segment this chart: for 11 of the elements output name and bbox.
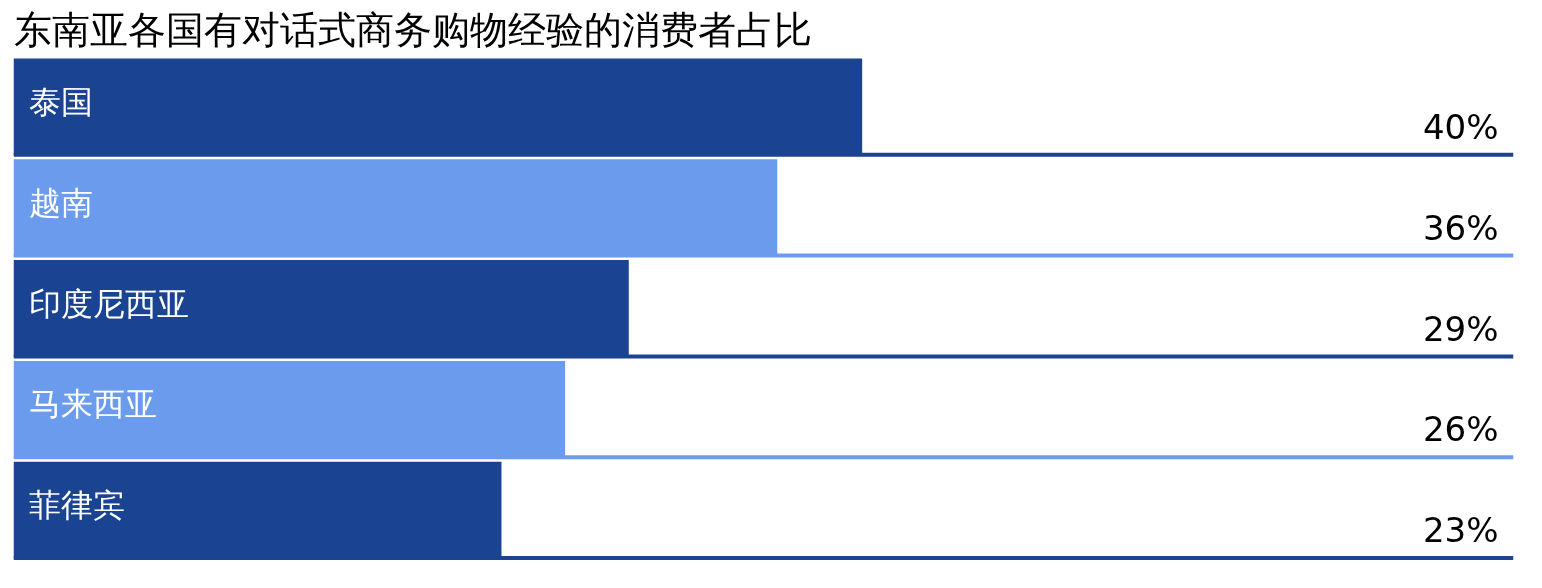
chart-title: 东南亚各国有对话式商务购物经验的消费者占比	[13, 7, 812, 52]
y-tick-label: 菲律宾	[28, 486, 125, 525]
data-label: 29%	[1422, 308, 1499, 349]
y-tick-label: 马来西亚	[28, 385, 157, 424]
y-tick-label: 泰国	[28, 82, 93, 121]
data-label: 23%	[1422, 510, 1499, 551]
y-tick-label: 越南	[28, 183, 93, 222]
y-tick-label: 印度尼西亚	[28, 284, 189, 323]
data-label: 40%	[1422, 107, 1499, 148]
data-label: 36%	[1422, 207, 1499, 248]
data-label: 26%	[1422, 409, 1499, 450]
